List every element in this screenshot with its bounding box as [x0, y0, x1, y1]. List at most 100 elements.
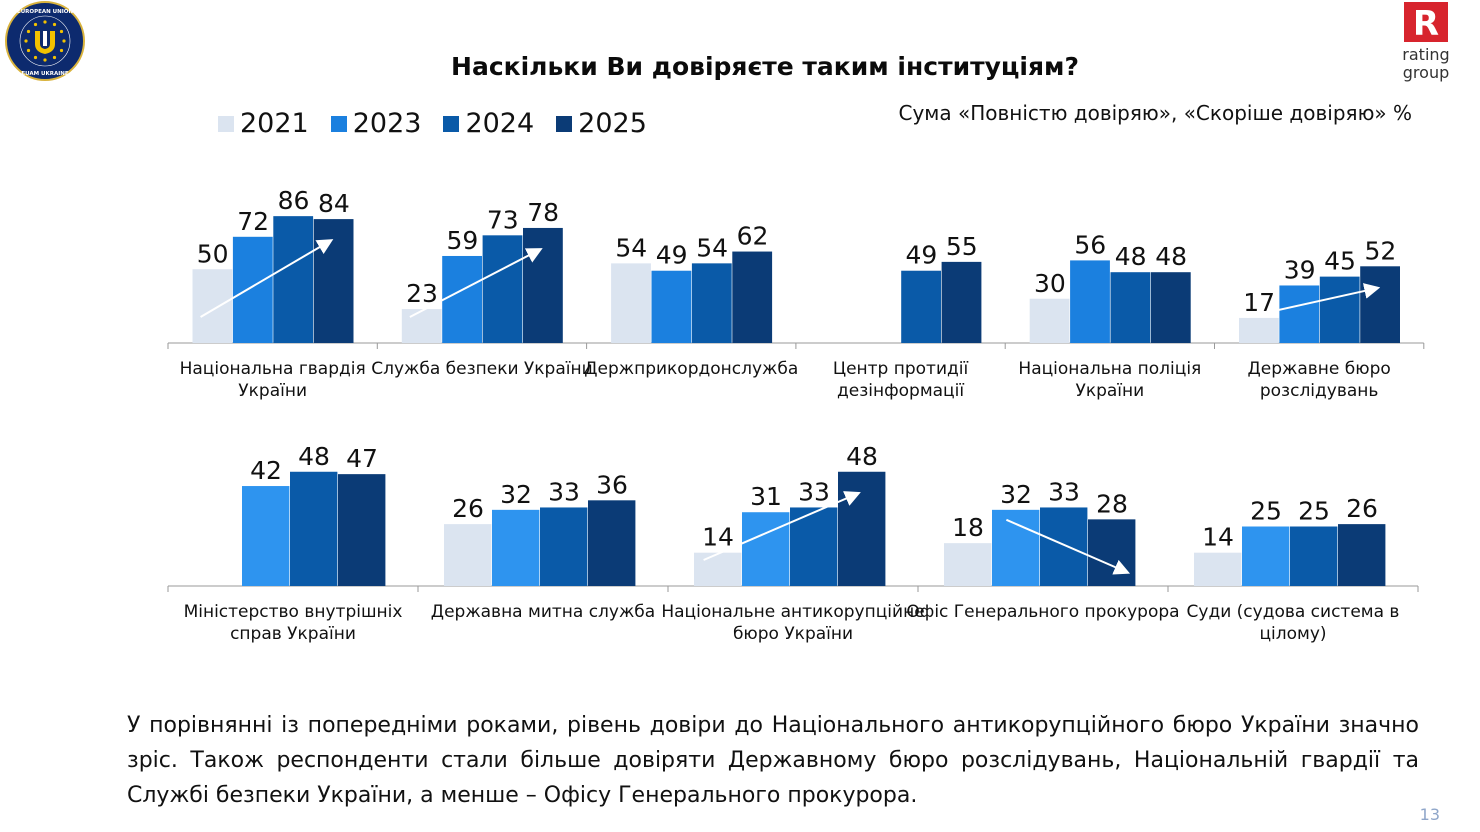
bar-2025 [838, 471, 886, 586]
category-label: Міністерство внутрішніх справ України [184, 602, 403, 644]
chart-subtitle: Сума «Повністю довіряю», «Скоріше довіря… [898, 101, 1413, 125]
bar-2023 [1242, 526, 1290, 586]
category-label: Служба безпеки України [371, 359, 592, 379]
logo-right-line1: rating [1402, 45, 1449, 64]
bar-2023 [242, 486, 290, 586]
bar-2021 [611, 263, 651, 343]
bar-2024 [1319, 276, 1360, 343]
data-label-2024: 49 [905, 241, 937, 270]
bar-2021 [1029, 298, 1070, 343]
data-label-2025: 84 [318, 189, 350, 218]
data-label-2024: 54 [696, 233, 728, 262]
data-label-2025: 36 [596, 470, 628, 499]
category-label-line: Центр протидії [833, 359, 969, 379]
bar-2025 [1360, 266, 1400, 343]
bar-2021 [192, 269, 233, 343]
data-label-2024: 33 [1048, 477, 1080, 506]
data-label-2025: 52 [1364, 236, 1396, 265]
bar-2023 [742, 512, 790, 586]
legend-label-2023: 2023 [352, 108, 422, 139]
bar-2025 [313, 219, 354, 343]
rating-group-logo: R rating group [1402, 2, 1450, 82]
bar-2021 [1194, 552, 1242, 586]
data-label-2024: 86 [278, 186, 310, 215]
category-label-line: розслідувань [1260, 381, 1379, 401]
data-label-2021: 14 [1202, 523, 1234, 552]
logo-right-line2: group [1403, 63, 1449, 82]
bar-2021 [444, 524, 492, 586]
data-label-2025: 78 [527, 198, 559, 227]
data-label-2025: 26 [1346, 494, 1378, 523]
bar-2021 [944, 543, 992, 586]
bar-2024 [273, 216, 314, 343]
data-label-2023: 39 [1284, 255, 1316, 284]
bar-2024 [1110, 272, 1151, 343]
page-number: 13 [1419, 805, 1440, 824]
logo-left-bottom-text: EUAM UKRAINE [21, 71, 69, 77]
data-label-2021: 14 [702, 523, 734, 552]
data-label-2021: 30 [1034, 269, 1066, 298]
data-label-2023: 72 [237, 207, 269, 236]
bar-2021 [1239, 317, 1279, 343]
legend-label-2021: 2021 [240, 108, 309, 139]
data-label-2021: 18 [952, 513, 984, 542]
bar-2024 [790, 507, 838, 586]
category-label-line: бюро України [733, 624, 853, 644]
data-label-2024: 25 [1298, 497, 1330, 526]
bar-2023 [232, 236, 273, 343]
data-label-2023: 32 [1000, 480, 1032, 509]
bar-2021 [401, 309, 442, 343]
data-label-2023: 59 [446, 226, 478, 255]
bar-2024 [901, 270, 941, 343]
data-label-2025: 48 [1155, 242, 1187, 271]
bar-2023 [1070, 260, 1110, 343]
category-label-line: Державна митна служба [431, 602, 655, 622]
data-label-2023: 32 [500, 480, 532, 509]
category-label: Національна гвардія України [180, 359, 366, 401]
bar-2023 [992, 509, 1040, 586]
bar-2025 [588, 500, 636, 586]
data-label-2023: 56 [1074, 230, 1106, 259]
legend-item-2024: 2024 [443, 108, 534, 139]
bar-2021 [694, 552, 742, 586]
category-label-line: дезінформації [837, 381, 964, 401]
category-label: Державне бюро розслідувань [1248, 359, 1391, 401]
bar-2024 [290, 471, 338, 586]
data-label-2025: 28 [1096, 489, 1128, 518]
category-label: Держприкордонслужба [584, 359, 798, 379]
category-label-line: Служба безпеки України [371, 359, 592, 379]
category-label: Державна митна служба [431, 602, 655, 622]
category-label-line: справ України [230, 624, 356, 644]
legend-swatch-2021 [218, 115, 234, 132]
legend-swatch-2025 [556, 115, 573, 132]
data-label-2021: 50 [197, 239, 229, 268]
legend-label-2024: 2024 [465, 108, 535, 139]
data-label-2024: 48 [1115, 242, 1147, 271]
category-label-line: Національне антикорупційне [661, 602, 924, 622]
logo-left-top-text: EUROPEAN UNION [17, 9, 73, 15]
category-label: Суди (судова система в цілому) [1187, 602, 1400, 644]
category-label-line: України [1075, 381, 1144, 401]
data-label-2023: 42 [250, 456, 282, 485]
data-label-2024: 33 [798, 477, 830, 506]
data-label-2023: 25 [1250, 497, 1282, 526]
data-label-2025: 48 [846, 442, 878, 471]
bar-2023 [1279, 285, 1320, 343]
bar-2024 [482, 235, 523, 343]
legend-item-2023: 2023 [330, 108, 422, 139]
category-label-line: Міністерство внутрішніх [184, 602, 403, 622]
data-label-2024: 45 [1324, 247, 1356, 276]
legend-swatch-2023 [330, 115, 347, 132]
category-label: Національне антикорупційне бюро України [661, 602, 924, 644]
trend-arrow-up [409, 248, 543, 318]
trend-arrow-up [703, 491, 861, 561]
data-label-2024: 48 [298, 442, 330, 471]
trend-arrow-up [1246, 283, 1381, 318]
data-label-2021: 54 [615, 233, 647, 262]
bar-2025 [1338, 524, 1386, 586]
logo-right-letter: R [1413, 4, 1439, 44]
data-label-2021: 26 [452, 494, 484, 523]
bar-2024 [691, 263, 732, 343]
legend-swatch-2024 [443, 115, 460, 132]
bar-2023 [492, 509, 540, 586]
